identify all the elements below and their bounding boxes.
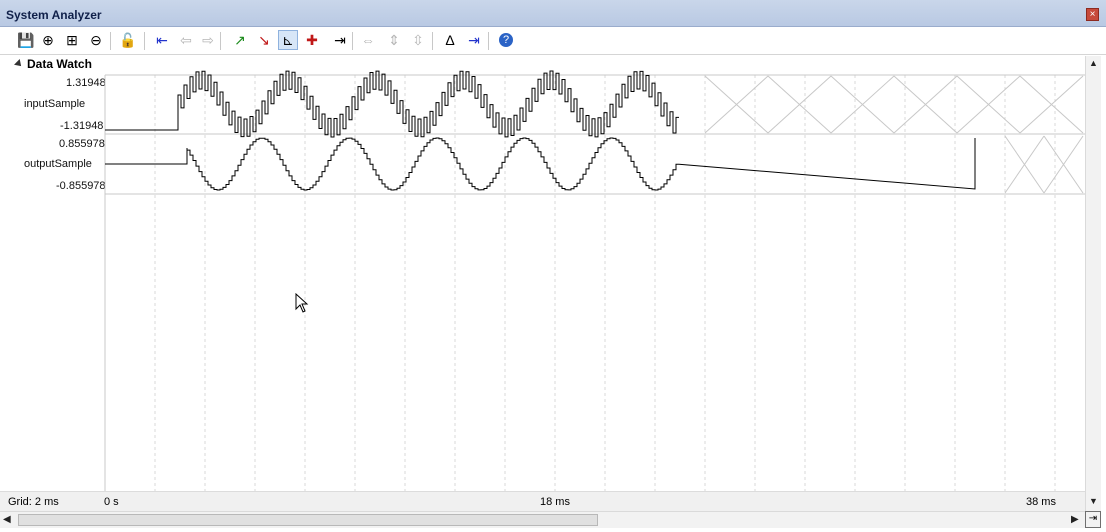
toolbar: 💾 ⊕ ⊞ ⊖ 🔓 ⇤ ⇦ ⇨ ↗ ↘ ⊾ ✚ ⇥ ⇔ ⇕ ⇳ Δ ⇥? [0, 27, 1106, 55]
mouse-pointer-icon [295, 293, 309, 313]
show-cycles-icon[interactable]: ⊾ [278, 30, 298, 50]
scroll-left-icon[interactable]: ◀ [3, 514, 11, 525]
toolbar-separator [144, 32, 145, 50]
toolbar-separator [220, 32, 221, 50]
rising-edge-icon[interactable]: ↗ [234, 32, 246, 48]
horizontal-scroll-thumb[interactable] [18, 514, 598, 526]
input-sample-trace [105, 70, 679, 138]
scroll-up-icon[interactable]: ▲ [1089, 58, 1098, 68]
lock-icon[interactable]: 🔓 [119, 32, 137, 48]
jump-end-icon[interactable]: ⇥ [468, 32, 480, 48]
toolbar-separator [488, 32, 489, 50]
data-watch-header[interactable]: Data Watch [0, 56, 1085, 74]
go-to-icon[interactable]: ⇥ [334, 32, 346, 48]
toolbar-separator [110, 32, 111, 50]
time-mid-label: 18 ms [540, 496, 570, 508]
previous-icon[interactable]: ⇦ [180, 32, 192, 48]
horizontal-scrollbar[interactable]: ◀ ▶ [0, 511, 1085, 528]
window-title: System Analyzer [6, 8, 102, 22]
time-end-label: 38 ms [1026, 496, 1056, 508]
help-icon[interactable]: ? [496, 30, 516, 50]
output-sample-trace [105, 137, 976, 191]
toolbar-separator [432, 32, 433, 50]
invalid-cross [767, 75, 832, 134]
invalid-cross [1019, 75, 1084, 134]
zoom-all-icon[interactable]: ⊞ [66, 32, 78, 48]
zoom-out-icon[interactable]: ⊖ [90, 32, 102, 48]
section-title: Data Watch [27, 57, 92, 71]
invalid-cross [956, 75, 1021, 134]
scroll-right-icon[interactable]: ▶ [1071, 514, 1079, 525]
time-start-label: 0 s [104, 496, 119, 508]
input-max-label: 1.31948 [66, 77, 106, 89]
delta-icon[interactable]: Δ [445, 32, 455, 48]
invalid-cross [830, 75, 895, 134]
zoom-in-icon[interactable]: ⊕ [42, 32, 54, 48]
save-icon[interactable]: 💾 [17, 32, 35, 48]
invalid-cross [1004, 135, 1045, 194]
toolbar-separator [352, 32, 353, 50]
invalid-cross [704, 75, 769, 134]
vertical-scrollbar[interactable]: ▲ ▼ [1085, 56, 1101, 511]
next-icon[interactable]: ⇨ [202, 32, 214, 48]
close-button[interactable]: × [1086, 8, 1099, 21]
invalid-region [704, 75, 1084, 194]
time-grid [104, 75, 1056, 491]
output-signal-name[interactable]: outputSample [24, 158, 92, 170]
invalid-cross [893, 75, 958, 134]
sort-icon[interactable]: ⇳ [412, 32, 424, 48]
input-signal-name[interactable]: inputSample [24, 98, 86, 110]
jump-to-trigger-icon[interactable]: ⇤ [156, 32, 168, 48]
title-bar: System Analyzer × [0, 0, 1106, 27]
expand-icon[interactable]: ⇔ [361, 32, 375, 48]
input-min-label: -1.31948 [60, 120, 104, 132]
output-min-label: -0.855978 [56, 180, 106, 192]
scroll-to-end-button[interactable]: ⇥ [1085, 511, 1101, 528]
invalid-cross [1043, 135, 1084, 194]
falling-edge-icon[interactable]: ↘ [258, 32, 270, 48]
grid-size-label: Grid: 2 ms [8, 496, 59, 508]
time-axis-bar: Grid: 2 ms 0 s 18 ms 38 ms [0, 491, 1085, 511]
mark-icon[interactable]: ✚ [306, 32, 318, 48]
scroll-down-icon[interactable]: ▼ [1089, 496, 1098, 506]
collapse-icon[interactable]: ⇕ [388, 32, 400, 48]
output-max-label: 0.855978 [59, 138, 105, 150]
